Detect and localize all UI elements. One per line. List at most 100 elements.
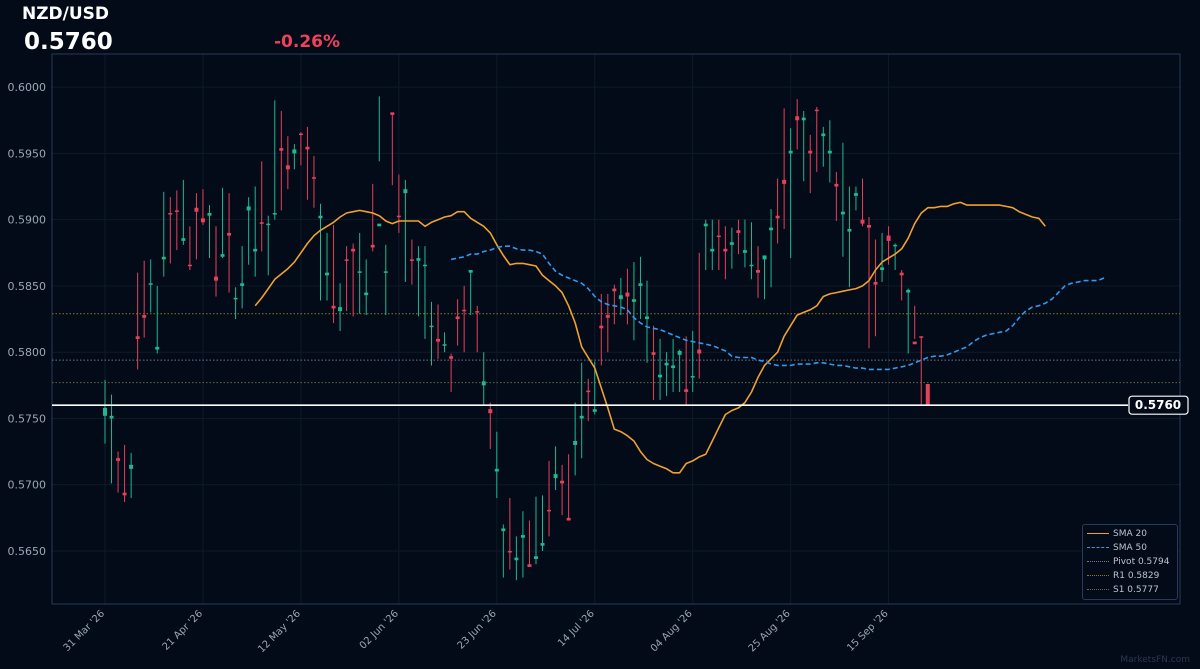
candle-body	[756, 270, 760, 273]
candle-body	[161, 256, 166, 260]
candle-body	[762, 255, 767, 260]
candle-body	[612, 288, 617, 292]
legend-item-pivot: Pivot 0.5794	[1083, 555, 1177, 569]
legend-swatch-s1	[1087, 589, 1109, 590]
candle-body	[742, 250, 747, 253]
candle-body	[547, 509, 552, 512]
candle-body	[723, 248, 728, 252]
candle-body	[233, 297, 238, 300]
candle-body	[840, 211, 845, 215]
candle-body	[416, 258, 421, 261]
candle-body	[853, 193, 858, 196]
candle-body	[566, 517, 571, 521]
legend-item-r1: R1 0.5829	[1083, 569, 1177, 583]
symbol-title: NZD/USD	[22, 4, 110, 24]
chart-grid	[52, 54, 1180, 604]
candle-body	[422, 264, 427, 267]
candle-body	[919, 336, 924, 338]
y-tick-label: 0.5750	[8, 412, 47, 425]
candle-body	[788, 150, 793, 154]
candle-body	[912, 341, 917, 345]
candle-body	[684, 389, 689, 392]
candle-body	[560, 480, 565, 484]
candle-body	[253, 248, 258, 252]
candle-body	[475, 311, 480, 313]
candle-body	[540, 543, 545, 546]
candle-body	[533, 556, 538, 559]
candle-body	[364, 292, 369, 296]
x-tick-label: 02 Jun '26	[358, 608, 401, 651]
candle-body	[520, 535, 525, 538]
candle-body	[899, 272, 904, 276]
candle-body	[690, 376, 695, 378]
candle-body	[311, 177, 316, 179]
candle-body	[618, 295, 623, 300]
candle-body	[553, 474, 558, 479]
sma50-line	[450, 245, 1105, 371]
legend-swatch-r1	[1087, 575, 1109, 576]
moving-averages	[254, 201, 1105, 474]
candle-body	[103, 407, 107, 416]
candle-body	[220, 254, 225, 257]
legend-label: SMA 20	[1113, 529, 1147, 539]
candle-body	[697, 349, 702, 354]
y-tick-label: 0.5850	[8, 280, 47, 293]
legend-item-sma20: SMA 20	[1083, 527, 1177, 541]
x-tick-label: 04 Aug '26	[649, 608, 695, 654]
candle-body	[442, 344, 447, 346]
plot-frame	[51, 53, 1181, 605]
chart-legend: SMA 20 SMA 50 Pivot 0.5794 R1 0.5829 S1 …	[1082, 524, 1178, 600]
candle-body	[527, 564, 532, 567]
x-axis: 31 Mar '26 21 Apr '26 12 May '26 02 Jun '26…	[62, 608, 891, 655]
legend-item-s1: S1 0.5777	[1083, 583, 1177, 597]
candle-body	[109, 415, 114, 419]
candle-body	[847, 228, 852, 232]
candle-body	[586, 390, 591, 393]
candle-body	[396, 215, 401, 218]
y-tick-label: 0.5900	[8, 214, 47, 227]
last-price-tag	[1128, 395, 1189, 415]
candle-body	[383, 271, 388, 273]
candle-body	[344, 259, 349, 261]
candles	[103, 96, 930, 581]
candle-body	[279, 148, 284, 151]
legend-label: Pivot 0.5794	[1113, 557, 1170, 567]
candle-body	[305, 146, 310, 150]
candle-body	[409, 259, 414, 261]
candle-body	[605, 315, 610, 318]
candle-body	[651, 352, 656, 355]
candle-body	[775, 215, 780, 219]
candle-body	[462, 309, 467, 312]
x-tick-label: 31 Mar '26	[62, 608, 108, 654]
candle-body	[351, 248, 356, 252]
candle-body	[494, 468, 499, 472]
candle-body	[658, 374, 663, 378]
candle-body	[142, 315, 147, 318]
y-tick-label: 0.5800	[8, 346, 47, 359]
candle-body	[436, 338, 441, 342]
candle-body	[573, 440, 578, 445]
candle-body	[925, 384, 930, 406]
legend-label: SMA 50	[1113, 543, 1147, 553]
candle-body	[834, 183, 839, 187]
candle-body	[266, 223, 271, 226]
candle-body	[331, 305, 336, 309]
candle-body	[403, 189, 408, 194]
candle-body	[599, 325, 604, 329]
candle-body	[801, 117, 806, 121]
candle-body	[155, 346, 160, 350]
y-tick-label: 0.5950	[8, 147, 47, 160]
candle-body	[481, 381, 486, 386]
candle-body	[873, 281, 878, 285]
candle-body	[227, 232, 232, 236]
pivot-levels	[52, 313, 1180, 384]
candle-body	[148, 283, 153, 285]
candle-body	[181, 238, 186, 241]
legend-swatch-sma50	[1087, 547, 1109, 548]
x-tick-label: 15 Sep '26	[845, 608, 891, 654]
x-tick-label: 23 Jun '26	[456, 608, 499, 651]
candle-body	[116, 458, 121, 461]
candle-body	[449, 356, 454, 359]
x-tick-label: 21 Apr '26	[161, 608, 205, 652]
candle-body	[285, 165, 290, 170]
